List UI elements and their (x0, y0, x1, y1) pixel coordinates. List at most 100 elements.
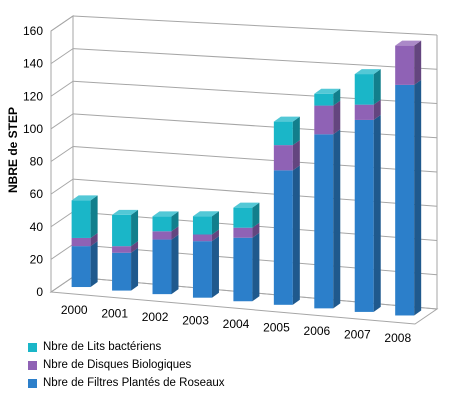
bar-side (414, 79, 422, 316)
bar-series (71, 40, 422, 316)
bar-front (152, 231, 172, 240)
bar-stack-2000 (71, 195, 98, 288)
side-gridline (50, 113, 74, 130)
bar-front (314, 134, 334, 309)
side-gridline (50, 146, 74, 162)
side-gridline (50, 276, 74, 293)
legend-label-filtres: Nbre de Filtres Plantés de Roseaux (43, 377, 225, 389)
bar-top (112, 209, 139, 215)
bar-segment (71, 241, 98, 288)
gridline (72, 48, 438, 70)
bar-stack-2008 (395, 40, 422, 316)
bar-front (71, 237, 91, 247)
bar-segment (273, 140, 300, 171)
y-tick-label: 80 (30, 155, 44, 169)
bar-top (233, 202, 260, 208)
bar-side (373, 99, 381, 120)
bar-segment (192, 236, 219, 298)
bar-side (333, 100, 341, 135)
bar-segment (71, 232, 98, 247)
bar-side (171, 226, 179, 240)
x-tick-label: 2002 (142, 310, 169, 324)
bar-front (273, 145, 293, 171)
bar-segment (233, 232, 260, 302)
side-gridline (50, 48, 74, 65)
bar-top (395, 40, 422, 46)
bar-segment (192, 211, 219, 235)
bar-top (314, 88, 341, 94)
y-tick-label: 40 (30, 220, 44, 234)
bar-side (90, 232, 98, 247)
bar-stack-2007 (354, 69, 381, 312)
bar-stack-2005 (273, 116, 300, 305)
bar-side (414, 40, 422, 85)
gridline (72, 178, 438, 207)
bar-front (71, 200, 91, 238)
bar-segment (71, 195, 98, 238)
legend-label-disques: Nbre de Disques Biologiques (43, 359, 192, 371)
bar-side (252, 232, 260, 302)
bar-side (373, 114, 381, 312)
bar-front (354, 104, 374, 120)
bar-segment (233, 202, 260, 228)
side-gridline (50, 243, 74, 260)
y-tick-label: 140 (23, 57, 43, 71)
bar-segment (314, 129, 341, 309)
bar-segment (192, 229, 219, 242)
y-tick-label: 20 (30, 252, 44, 266)
bar-front (233, 227, 253, 238)
bar-side (131, 247, 139, 291)
bar-stack-2003 (192, 211, 219, 298)
bar-segment (112, 241, 139, 253)
y-tick-label: 160 (23, 24, 43, 38)
gridline (72, 113, 438, 139)
legend: Nbre de Lits bactériens Nbre de Disques … (28, 338, 225, 392)
bar-segment (152, 211, 179, 232)
x-tick-label: 2008 (384, 331, 411, 345)
bar-stack-2006 (314, 88, 341, 309)
bar-front (354, 74, 374, 105)
y-tick-label: 0 (36, 285, 43, 299)
y-axis-title-wrap: NBRE de STEP (6, 107, 20, 193)
bar-front (112, 246, 132, 253)
y-tick-label: 60 (30, 187, 44, 201)
side-gridline (50, 80, 74, 97)
bar-segment (273, 116, 300, 146)
bar-side (171, 234, 179, 295)
bar-segment (395, 79, 422, 316)
legend-item-filtres: Nbre de Filtres Plantés de Roseaux (28, 374, 225, 392)
bar-front (192, 241, 212, 298)
bar-top (71, 195, 98, 201)
side-gridline (50, 178, 74, 195)
bar-front (314, 93, 334, 106)
legend-item-lits: Nbre de Lits bactériens (28, 338, 225, 356)
bar-front (395, 45, 415, 85)
bar-segment (314, 100, 341, 135)
bar-side (90, 241, 98, 288)
bar-side (252, 222, 260, 238)
bar-side (90, 195, 98, 238)
bar-segment (233, 222, 260, 238)
bar-front (273, 121, 293, 146)
x-tick-label: 2000 (61, 303, 88, 317)
bar-segment (152, 234, 179, 295)
bar-segment (112, 247, 139, 291)
bar-segment (354, 114, 381, 312)
bar-top (273, 116, 300, 122)
bar-stack-2002 (152, 211, 179, 295)
bar-front (112, 252, 132, 291)
bar-side (211, 211, 219, 235)
legend-swatch-lits (28, 342, 37, 352)
bar-top (354, 69, 381, 75)
legend-swatch-filtres (28, 378, 37, 388)
y-axis-title: NBRE de STEP (6, 106, 20, 194)
legend-swatch-disques (28, 360, 37, 370)
bar-front (152, 216, 172, 232)
bar-segment (273, 165, 300, 305)
bar-front (354, 119, 374, 312)
x-tick-label: 2006 (304, 324, 331, 338)
x-tick-label: 2003 (182, 313, 209, 327)
bar-front (71, 246, 91, 288)
bar-top (192, 211, 219, 217)
